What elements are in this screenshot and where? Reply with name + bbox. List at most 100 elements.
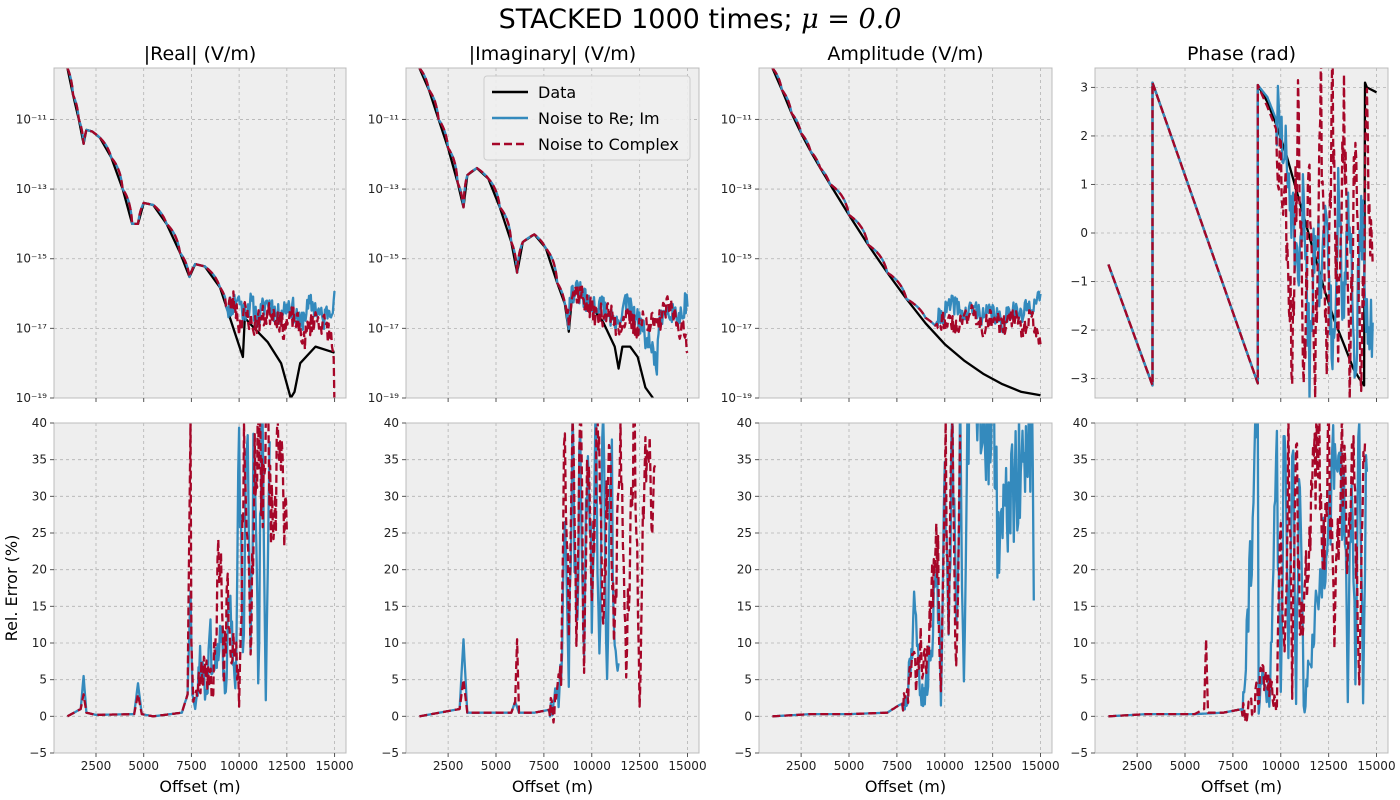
series-line-noise-to-complex bbox=[772, 423, 962, 718]
y-tick-label: 15 bbox=[737, 599, 752, 613]
y-tick-label: 5 bbox=[744, 673, 752, 687]
x-axis-label: Offset (m) bbox=[865, 777, 946, 796]
y-tick-label: 15 bbox=[32, 599, 47, 613]
plot-area bbox=[1107, 68, 1378, 398]
panels: 10⁻¹¹ 10⁻¹³ 10⁻¹⁵ 10⁻¹⁷ 10⁻¹⁹ |Real| (V/m) 10⁻… bbox=[2, 43, 1396, 796]
x-tick-label: 2500 bbox=[433, 759, 464, 773]
series-line-noise-to-complex bbox=[66, 68, 336, 398]
legend-box bbox=[483, 75, 691, 161]
legend: Data Noise to Re; Im Noise to Complex bbox=[483, 75, 691, 161]
x-axis-label: Offset (m) bbox=[512, 777, 593, 796]
y-tick-label: 40 bbox=[737, 416, 752, 430]
panel-title: |Imaginary| (V/m) bbox=[469, 43, 636, 65]
legend-label: Noise to Re; Im bbox=[538, 109, 660, 128]
x-tick-label: 10000 bbox=[926, 759, 964, 773]
axes-frame bbox=[405, 67, 700, 399]
panel-6: 2500 5000 7500 10000 12500 15000 40 35 30 25 20 15 1… bbox=[381, 416, 706, 796]
y-tick-label: 15 bbox=[384, 599, 399, 613]
y-tick-label: 5 bbox=[391, 673, 399, 687]
y-tick-label: 2 bbox=[1080, 129, 1088, 143]
axes-frame bbox=[1094, 422, 1389, 754]
plot-area bbox=[418, 68, 689, 398]
y-tick-label: 40 bbox=[384, 416, 399, 430]
x-tick-label: 5000 bbox=[128, 759, 159, 773]
axes-frame bbox=[758, 67, 1053, 399]
y-tick-label: −1 bbox=[1070, 275, 1088, 289]
series-line-noise-to-complex bbox=[1107, 68, 1374, 398]
y-tick-label: 10⁻¹⁹ bbox=[368, 391, 399, 405]
y-tick-label: 20 bbox=[737, 563, 752, 577]
x-tick-label: 2500 bbox=[1122, 759, 1153, 773]
axes-frame bbox=[53, 67, 347, 399]
y-tick-label: 30 bbox=[384, 489, 399, 503]
x-tick-label: 10000 bbox=[573, 759, 611, 773]
y-tick-label: 10⁻¹¹ bbox=[721, 112, 752, 126]
panel-3: 10⁻¹¹ 10⁻¹³ 10⁻¹⁵ 10⁻¹⁷ 10⁻¹⁹ Amplitude (V/m) bbox=[721, 43, 1053, 405]
axes-frame bbox=[53, 422, 347, 754]
y-tick-label: 10⁻¹⁷ bbox=[368, 321, 399, 335]
y-tick-label: 0 bbox=[744, 709, 752, 723]
panel-title: |Real| (V/m) bbox=[144, 43, 257, 65]
y-tick-label: 40 bbox=[32, 416, 47, 430]
y-tick-label: 1 bbox=[1080, 177, 1088, 191]
y-tick-label: 10⁻¹¹ bbox=[16, 112, 47, 126]
x-tick-label: 15000 bbox=[1357, 759, 1395, 773]
y-tick-label: 10⁻¹⁹ bbox=[16, 391, 47, 405]
y-tick-label: 30 bbox=[737, 489, 752, 503]
y-axis-label: Rel. Error (%) bbox=[2, 535, 21, 642]
suptitle-prefix: STACKED 1000 times; bbox=[499, 4, 802, 35]
y-tick-label: −2 bbox=[1070, 323, 1088, 337]
panel-4: 3 2 1 0 −1 −2 −3 Phase (rad) bbox=[1070, 43, 1389, 402]
y-tick-label: 30 bbox=[1073, 489, 1088, 503]
y-tick-label: 25 bbox=[1073, 526, 1088, 540]
y-tick-label: −5 bbox=[734, 746, 752, 760]
y-tick-label: 10⁻¹⁵ bbox=[721, 252, 752, 266]
y-tick-label: 25 bbox=[32, 526, 47, 540]
x-tick-label: 2500 bbox=[81, 759, 112, 773]
y-tick-label: 20 bbox=[32, 563, 47, 577]
x-tick-label: 7500 bbox=[176, 759, 207, 773]
y-tick-label: 35 bbox=[1073, 453, 1088, 467]
legend-label: Noise to Complex bbox=[538, 135, 679, 154]
x-tick-label: 7500 bbox=[529, 759, 560, 773]
axes-background bbox=[1095, 423, 1388, 753]
series-line-noise-to-complex bbox=[419, 423, 657, 724]
x-tick-label: 12500 bbox=[268, 759, 306, 773]
x-axis-label: Offset (m) bbox=[159, 777, 240, 796]
x-tick-label: 2500 bbox=[786, 759, 817, 773]
y-tick-label: 0 bbox=[391, 709, 399, 723]
plot-area bbox=[771, 68, 1042, 397]
y-tick-label: 10⁻¹⁹ bbox=[721, 391, 752, 405]
axes-frame bbox=[758, 422, 1053, 754]
x-tick-label: 15000 bbox=[668, 759, 706, 773]
axes-background bbox=[759, 68, 1052, 398]
panel-title: Amplitude (V/m) bbox=[827, 43, 983, 65]
x-axis-label: Offset (m) bbox=[1201, 777, 1282, 796]
panel-7: 2500 5000 7500 10000 12500 15000 40 35 30 25 20 15 1… bbox=[734, 416, 1059, 796]
x-tick-label: 12500 bbox=[1310, 759, 1348, 773]
x-tick-label: 7500 bbox=[1218, 759, 1249, 773]
y-tick-label: 10⁻¹³ bbox=[368, 182, 399, 196]
x-tick-label: 7500 bbox=[882, 759, 913, 773]
series-line-noise-to-complex bbox=[66, 423, 288, 718]
y-tick-label: 40 bbox=[1073, 416, 1088, 430]
x-tick-label: 12500 bbox=[621, 759, 659, 773]
y-tick-label: 10 bbox=[384, 636, 399, 650]
y-tick-label: 10⁻¹³ bbox=[16, 182, 47, 196]
x-tick-label: 15000 bbox=[315, 759, 353, 773]
y-tick-label: 10⁻¹⁷ bbox=[721, 321, 752, 335]
y-tick-label: 0 bbox=[1080, 709, 1088, 723]
axes-frame bbox=[405, 422, 700, 754]
legend-label: Data bbox=[538, 83, 576, 102]
y-tick-label: 10⁻¹⁵ bbox=[368, 252, 399, 266]
y-tick-label: 0 bbox=[1080, 226, 1088, 240]
y-tick-label: 10⁻¹¹ bbox=[368, 112, 399, 126]
panel-1: 10⁻¹¹ 10⁻¹³ 10⁻¹⁵ 10⁻¹⁷ 10⁻¹⁹ |Real| (V/m) bbox=[16, 43, 347, 405]
y-tick-label: 25 bbox=[737, 526, 752, 540]
x-tick-label: 5000 bbox=[481, 759, 512, 773]
y-tick-label: 10⁻¹⁷ bbox=[16, 321, 47, 335]
plot-area bbox=[66, 68, 336, 398]
y-tick-label: −5 bbox=[381, 746, 399, 760]
y-tick-label: −5 bbox=[29, 746, 47, 760]
